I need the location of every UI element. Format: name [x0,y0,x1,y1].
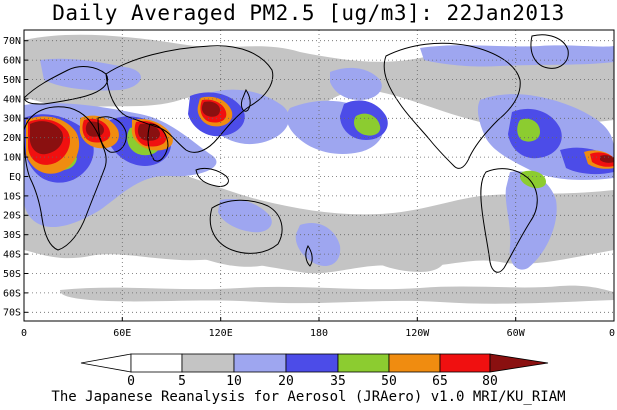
coastline-south-america [480,168,538,273]
coastline-europe [24,66,108,105]
pm25-field [24,34,614,304]
coastline-indonesia [195,167,229,187]
coastline-india [147,123,169,162]
coastline-new-zealand [305,245,313,267]
coastline-australia [209,199,283,254]
coastlines [24,34,569,273]
lat-label-40s: 40S [3,250,21,261]
colorbar-label-50: 50 [381,374,397,389]
coastline-greenland [530,34,569,69]
colorbar-cell-35-50 [337,353,390,373]
colorbar-label-10: 10 [226,374,242,389]
lat-label-30n: 30N [3,114,21,125]
footer-credit: The Japanese Reanalysis for Aerosol (JRA… [51,389,566,405]
coastline-north-america [383,42,521,169]
graticule [24,30,614,321]
lat-label-70n: 70N [3,36,21,47]
colorbar-label-20: 20 [278,374,294,389]
colorbar-cell-50-65 [388,353,441,373]
lat-label-10s: 10S [3,191,21,202]
lon-label-0-left: 0 [21,328,27,339]
lon-label-60w: 60W [507,328,526,339]
colorbar-label-65: 65 [432,374,448,389]
colorbar-cell-10-20 [233,353,287,373]
coastline-arabia [97,116,127,153]
coastline-japan [241,88,251,112]
lon-label-0-right: 0 [609,328,615,339]
lat-label-20n: 20N [3,133,21,144]
colorbar-cell-20-35 [285,353,339,373]
colorbar-label-0: 0 [127,374,135,389]
longitude-axis: 0 60E 120E 180 120W 60W 0 [21,317,615,339]
coastline-africa [24,106,107,251]
lat-label-40n: 40N [3,94,21,105]
lon-label-120e: 120E [209,328,233,339]
lat-label-20s: 20S [3,211,21,222]
colorbar-cell-0-5 [130,353,183,373]
lon-label-60e: 60E [113,328,131,339]
colorbar-cell-above-80 [489,353,549,373]
lon-label-180: 180 [310,328,328,339]
colorbar-cell-5-10 [181,353,235,373]
coastline-asia [105,45,274,153]
map-title: Daily Averaged PM2.5 [ug/m3]: 22Jan2013 [52,1,565,25]
colorbar-labels: 0 5 10 20 35 50 65 80 [127,374,498,389]
colorbar-cell-65-80 [439,353,491,373]
lat-label-50n: 50N [3,75,21,86]
latitude-axis: 70N 60N 50N 40N 30N 20N 10N EQ 10S 20S 3… [3,36,28,319]
lat-label-eq: EQ [9,172,21,183]
lat-label-60n: 60N [3,56,21,67]
lat-label-10n: 10N [3,153,21,164]
colorbar-label-5: 5 [178,374,186,389]
colorbar [80,353,549,373]
colorbar-label-80: 80 [482,374,498,389]
lon-label-120w: 120W [405,328,430,339]
colorbar-label-35: 35 [330,374,346,389]
lat-label-60s: 60S [3,288,21,299]
lat-label-70s: 70S [3,308,21,319]
colorbar-cell-below-0 [80,353,132,373]
lat-label-30s: 30S [3,230,21,241]
lat-label-50s: 50S [3,269,21,280]
